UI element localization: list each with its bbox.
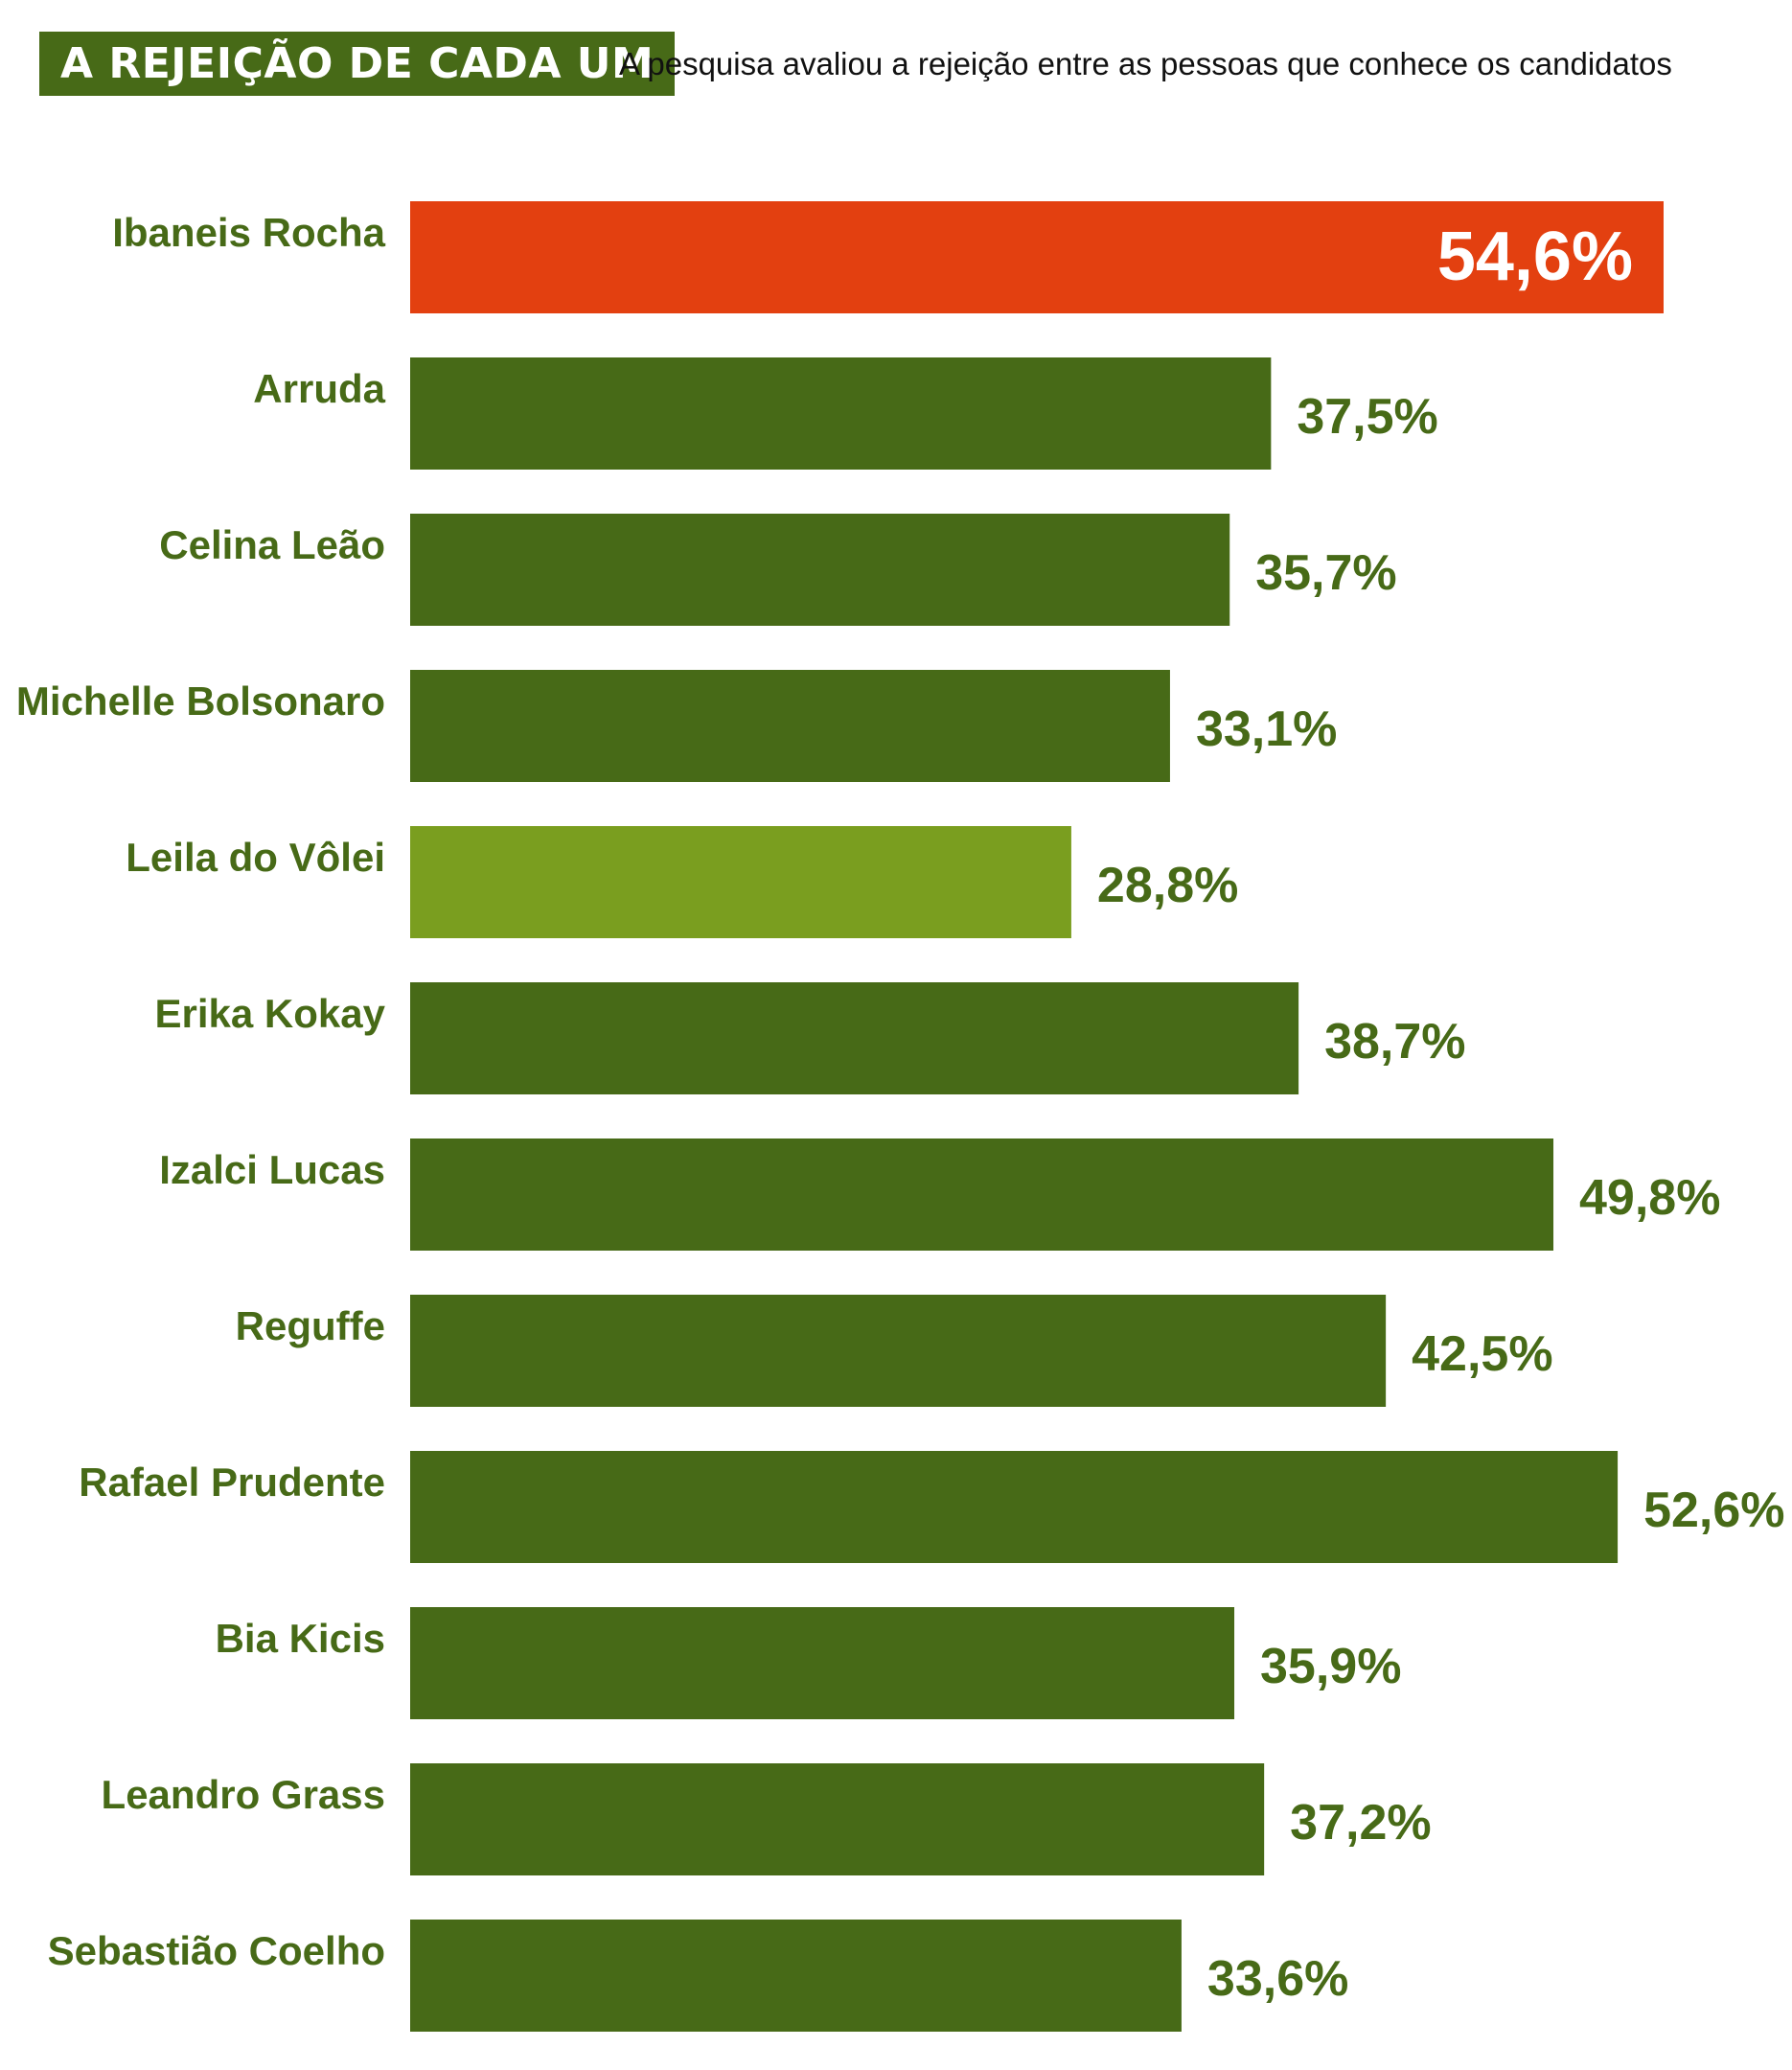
chart-title: A REJEIÇÃO DE CADA UM [39, 32, 676, 96]
category-label-0: Ibaneis Rocha [112, 210, 385, 255]
value-label-0: 54,6% [1437, 218, 1633, 295]
bar-1 [410, 357, 1272, 470]
value-label-3: 33,1% [1196, 702, 1337, 757]
bar-8 [410, 1451, 1619, 1563]
value-label-1: 37,5% [1297, 389, 1437, 445]
category-label-1: Arruda [253, 366, 385, 411]
bar-2 [410, 514, 1230, 626]
bar-5 [410, 982, 1299, 1094]
value-label-7: 42,5% [1412, 1326, 1552, 1382]
value-label-10: 37,2% [1290, 1795, 1431, 1851]
chart-subtitle: A pesquisa avaliou a rejeição entre as p… [619, 46, 1672, 81]
value-label-6: 49,8% [1579, 1170, 1720, 1226]
value-label-11: 33,6% [1207, 1951, 1348, 2007]
category-label-3: Michelle Bolsonaro [16, 678, 385, 724]
value-label-8: 52,6% [1643, 1483, 1784, 1538]
category-label-10: Leandro Grass [102, 1772, 385, 1817]
bar-7 [410, 1295, 1387, 1407]
bar-9 [410, 1607, 1235, 1719]
bar-6 [410, 1138, 1554, 1251]
category-label-9: Bia Kicis [216, 1616, 385, 1661]
category-label-2: Celina Leão [159, 522, 385, 567]
category-label-5: Erika Kokay [155, 991, 386, 1036]
category-label-6: Izalci Lucas [159, 1147, 385, 1192]
bar-0 [410, 201, 1664, 313]
bar-3 [410, 670, 1170, 782]
category-label-7: Reguffe [236, 1303, 385, 1348]
value-label-5: 38,7% [1324, 1014, 1465, 1070]
chart-header: A REJEIÇÃO DE CADA UM A pesquisa avaliou… [0, 0, 1792, 134]
bar-11 [410, 1920, 1182, 2032]
value-label-4: 28,8% [1097, 858, 1238, 913]
bar-10 [410, 1763, 1265, 1875]
bar-4 [410, 826, 1071, 938]
category-label-11: Sebastião Coelho [48, 1928, 385, 1973]
category-label-8: Rafael Prudente [79, 1460, 385, 1505]
value-label-9: 35,9% [1260, 1639, 1401, 1694]
value-label-2: 35,7% [1255, 545, 1396, 601]
category-label-4: Leila do Vôlei [126, 835, 385, 880]
